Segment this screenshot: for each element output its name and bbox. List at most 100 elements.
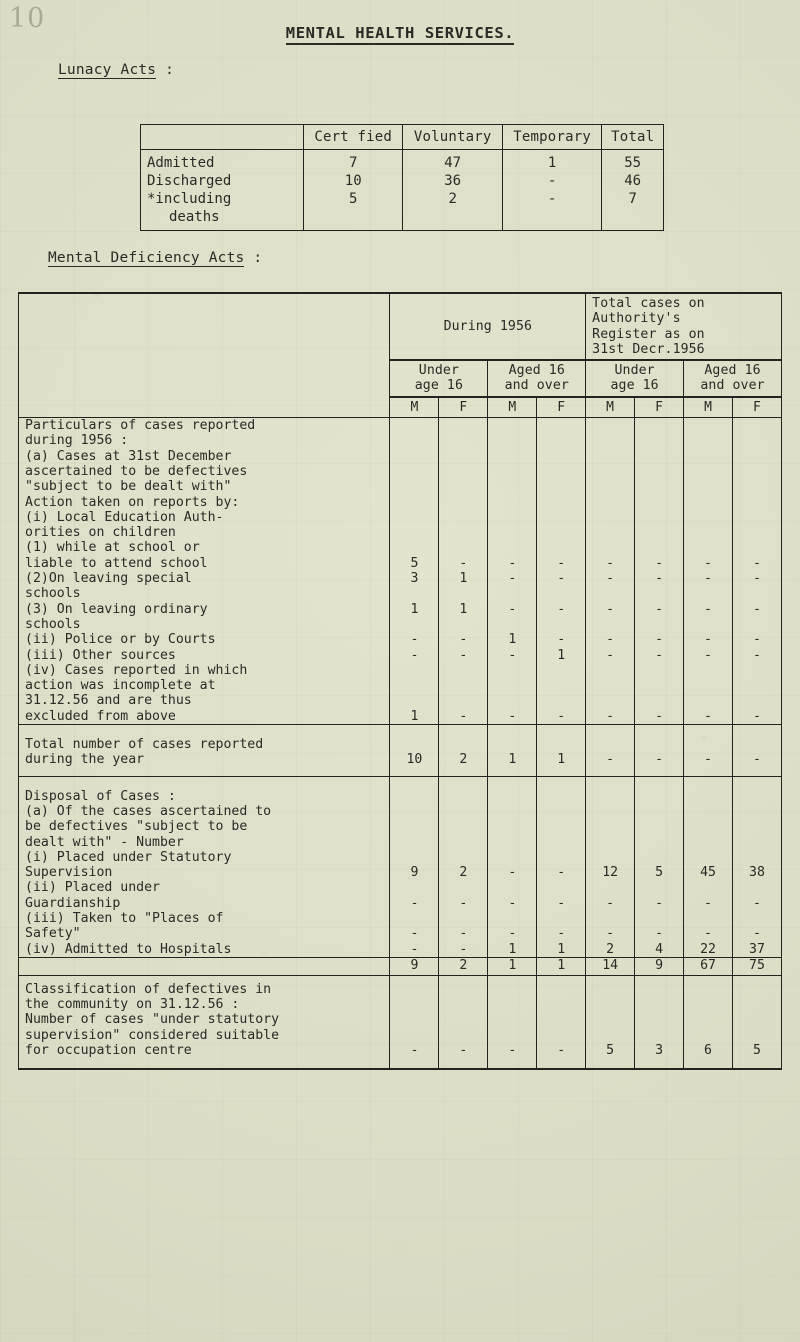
md-total-reported-c4: 1 xyxy=(536,724,587,777)
md-disposal-total-c5: 14 xyxy=(585,956,636,976)
md-classification-label: Classification of defectives in the comm… xyxy=(17,975,391,1071)
lunacy-temp-discharged: - xyxy=(547,173,557,189)
md-total-reported-label: Total number of cases reported during th… xyxy=(17,724,391,777)
md-particulars-r1-c6: - xyxy=(634,417,685,572)
md-disposal-r1-c6: 5 xyxy=(634,776,685,881)
md-disposal-r2-c7: - xyxy=(683,880,733,911)
md-disposal-r2-c6: - xyxy=(634,880,685,911)
md-classification-c4: - xyxy=(536,975,587,1071)
md-sub-during-under-16: Under age 16 xyxy=(389,359,489,398)
md-particulars-r4-c4: - xyxy=(536,632,587,648)
document-title-text: MENTAL HEALTH SERVICES. xyxy=(285,24,515,45)
md-disposal-r1-c2: 2 xyxy=(438,776,489,881)
table-row: (2)On leaving special schools 3 1 - - - … xyxy=(17,571,782,602)
md-disposal-r1-c5: 12 xyxy=(585,776,636,881)
md-particulars-r5-c7: - xyxy=(683,647,733,663)
md-particulars-r1-c7: - xyxy=(683,417,733,572)
md-particulars-r3-c3: - xyxy=(487,601,538,633)
md-disposal-total-c6: 9 xyxy=(634,956,685,976)
lunacy-total-discharged: 46 xyxy=(624,173,642,189)
md-table-head: During 1956 Total cases on Authority's R… xyxy=(17,291,782,419)
md-particulars-r1-c8: - xyxy=(732,417,782,572)
md-classification-c5: 5 xyxy=(585,975,636,1071)
md-mf-during-over-m: M xyxy=(487,395,538,419)
lunacy-row-label-admitted: Admitted xyxy=(147,155,215,171)
md-disposal-r3-c7: - xyxy=(683,910,733,942)
md-block-classification: Classification of defectives in the comm… xyxy=(17,975,782,1071)
md-block-total-reported: Total number of cases reported during th… xyxy=(17,724,782,777)
md-disposal-r1-c3: - xyxy=(487,776,538,881)
table-row: (iii) Taken to "Places of Safety" - - - … xyxy=(17,910,782,942)
md-particulars-r2-c1: 3 xyxy=(389,571,440,602)
lunacy-values-temporary: 1 - - xyxy=(501,149,603,231)
md-particulars-r6-c8: - xyxy=(732,662,782,726)
md-particulars-r5-c1: - xyxy=(389,647,440,663)
md-particulars-r6-c3: - xyxy=(487,662,538,726)
md-disposal-total-c2: 2 xyxy=(438,956,489,976)
md-particulars-r6-c5: - xyxy=(585,662,636,726)
md-sub-total-under-16: Under age 16 xyxy=(585,359,685,398)
md-disposal-total-c7: 67 xyxy=(683,956,733,976)
md-disposal-r4-c5: 2 xyxy=(585,941,636,958)
md-total-reported-c3: 1 xyxy=(487,724,538,777)
lunacy-cert-including: 5 xyxy=(349,191,358,207)
md-disposal-r4-c8: 37 xyxy=(732,941,782,958)
md-header-mf-row: M F M F M F M F xyxy=(19,395,782,419)
md-particulars-r3-c8: - xyxy=(732,601,782,633)
lunacy-row-label-deaths: deaths xyxy=(169,209,220,225)
md-particulars-r1-c1: 5 xyxy=(389,417,440,572)
md-particulars-r2-c2: 1 xyxy=(438,571,489,602)
md-disposal-r1-c8: 38 xyxy=(732,776,782,881)
md-particulars-row5-label: (iii) Other sources xyxy=(17,647,391,663)
lunacy-values-voluntary: 47 36 2 xyxy=(402,149,503,231)
md-disposal-total-c4: 1 xyxy=(536,956,587,976)
table-row: Disposal of Cases : (a) Of the cases asc… xyxy=(17,776,782,881)
lunacy-col-temporary: Temporary xyxy=(501,124,603,150)
md-particulars-r3-c5: - xyxy=(585,601,636,633)
md-corner-blank xyxy=(17,292,391,419)
md-particulars-r2-c7: - xyxy=(683,571,733,602)
mental-deficiency-table: During 1956 Total cases on Authority's R… xyxy=(17,291,782,1071)
lunacy-cert-admitted: 7 xyxy=(349,155,358,171)
md-header-group-row: During 1956 Total cases on Authority's R… xyxy=(17,291,782,419)
md-disposal-r3-c2: - xyxy=(438,910,489,942)
md-particulars-r3-c2: 1 xyxy=(438,601,489,633)
md-disposal-r4-c1: - xyxy=(389,941,440,958)
md-disposal-r2-c1: - xyxy=(389,880,440,911)
lunacy-row-labels: Admitted Discharged *including deaths xyxy=(140,149,304,231)
md-total-reported-c6: - xyxy=(634,724,685,777)
md-particulars-r3-c7: - xyxy=(683,601,733,633)
table-row: Particulars of cases reported during 195… xyxy=(17,417,782,572)
md-disposal-r3-c5: - xyxy=(585,910,636,942)
md-particulars-r2-c5: - xyxy=(585,571,636,602)
md-disposal-total-c3: 1 xyxy=(487,956,538,976)
md-particulars-r4-c5: - xyxy=(585,632,636,648)
lunacy-total-including: 7 xyxy=(628,191,637,207)
md-disposal-totals-blank xyxy=(17,956,391,976)
md-disposal-r2-c3: - xyxy=(487,880,538,911)
lunacy-total-admitted: 55 xyxy=(624,155,642,171)
lunacy-table-body: Admitted Discharged *including deaths 7 … xyxy=(140,149,664,231)
md-sub-total-16-over: Aged 16 and over xyxy=(683,359,782,398)
md-total-reported-c5: - xyxy=(585,724,636,777)
md-particulars-r6-c6: - xyxy=(634,662,685,726)
md-classification-c3: - xyxy=(487,975,538,1071)
lunacy-col-voluntary: Voluntary xyxy=(402,124,503,150)
md-particulars-r4-c6: - xyxy=(634,632,685,648)
md-header-sub-row: Under age 16 Aged 16 and over Under age … xyxy=(19,359,782,398)
md-mf-total-under-m: M xyxy=(585,395,636,419)
md-mf-during-under-f: F xyxy=(438,395,489,419)
section-heading-colon: : xyxy=(253,250,263,266)
md-particulars-r5-c3: - xyxy=(487,647,538,663)
md-group-total-on-register: Total cases on Authority's Register as o… xyxy=(585,291,782,361)
lunacy-header-row: Cert fied Voluntary Temporary Total xyxy=(140,124,664,150)
md-disposal-row4-label: (iv) Admitted to Hospitals xyxy=(17,941,391,958)
md-particulars-r6-c4: - xyxy=(536,662,587,726)
md-total-reported-c8: - xyxy=(732,724,782,777)
md-sub-during-16-over: Aged 16 and over xyxy=(487,359,587,398)
md-disposal-r1-c7: 45 xyxy=(683,776,733,881)
md-particulars-row4-label: (ii) Police or by Courts xyxy=(17,632,391,648)
section-heading-mental-deficiency-acts-label: Mental Deficiency Acts xyxy=(48,250,245,267)
md-particulars-r5-c8: - xyxy=(732,647,782,663)
section-heading-lunacy-acts-label: Lunacy Acts xyxy=(58,62,157,79)
